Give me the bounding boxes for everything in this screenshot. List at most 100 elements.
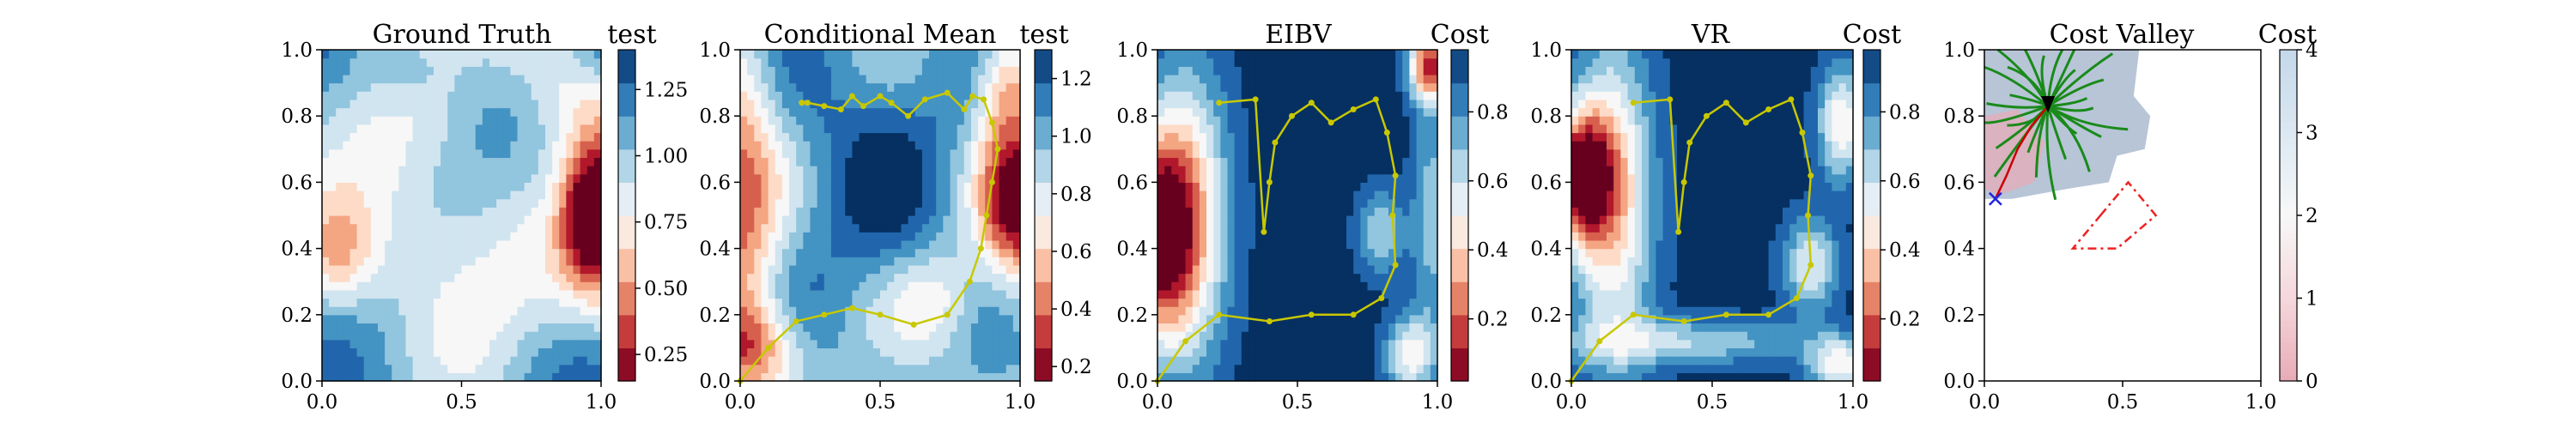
heatmap-cell xyxy=(970,198,979,208)
heatmap-cell xyxy=(1269,190,1278,200)
heatmap-cell xyxy=(566,82,574,92)
heatmap-cell xyxy=(349,198,358,208)
heatmap-cell xyxy=(440,91,448,100)
heatmap-cell xyxy=(510,173,519,183)
heatmap-cell xyxy=(336,173,343,183)
heatmap-cell xyxy=(545,124,553,134)
heatmap-cell xyxy=(1164,281,1172,291)
heatmap-cell xyxy=(1395,182,1403,191)
heatmap-cell xyxy=(1325,273,1334,282)
heatmap-cell xyxy=(1213,116,1221,125)
heatmap-cell xyxy=(957,132,965,142)
heatmap-cell xyxy=(1283,157,1291,166)
heatmap-cell xyxy=(845,107,853,117)
heatmap-cell xyxy=(434,107,441,117)
heatmap-cell xyxy=(322,57,330,67)
heatmap-cell xyxy=(781,50,790,59)
heatmap-cell xyxy=(566,198,574,208)
path-waypoint xyxy=(765,344,772,351)
heatmap-cell xyxy=(761,289,769,299)
heatmap-cell xyxy=(803,364,811,373)
heatmap-cell xyxy=(524,331,532,341)
heatmap-cell xyxy=(586,264,595,275)
y-tick-label: 0.8 xyxy=(281,106,313,128)
heatmap-cell xyxy=(370,323,379,332)
heatmap-cell xyxy=(1269,331,1278,341)
heatmap-cell xyxy=(768,82,776,92)
heatmap-cell xyxy=(1318,273,1327,282)
heatmap-cell xyxy=(1269,198,1278,208)
heatmap-cell xyxy=(747,372,755,382)
heatmap-cell xyxy=(789,82,797,92)
heatmap-cell xyxy=(740,331,748,341)
heatmap-cell xyxy=(322,298,330,307)
heatmap-cell xyxy=(921,166,930,175)
heatmap-cell xyxy=(789,215,797,225)
heatmap-cell xyxy=(1374,166,1382,175)
heatmap-cell xyxy=(1248,99,1256,109)
heatmap-cell xyxy=(823,248,832,257)
heatmap-cell xyxy=(1262,173,1270,183)
heatmap-cell xyxy=(1241,298,1249,307)
heatmap-cell xyxy=(1360,116,1369,125)
heatmap-cell xyxy=(872,257,881,266)
heatmap-cell xyxy=(329,281,337,291)
heatmap-cell xyxy=(992,331,1000,341)
heatmap-cell xyxy=(866,57,874,67)
heatmap-cell xyxy=(887,347,895,357)
heatmap-cell xyxy=(914,364,923,373)
heatmap-cell xyxy=(1395,198,1403,208)
heatmap-cell xyxy=(1360,132,1369,142)
heatmap-cell xyxy=(1346,339,1354,348)
heatmap-cell xyxy=(1157,50,1165,59)
heatmap-cell xyxy=(838,148,846,159)
heatmap-cell xyxy=(545,257,553,266)
heatmap-cell xyxy=(385,99,392,109)
heatmap-cell xyxy=(894,148,902,159)
heatmap-cell xyxy=(349,148,358,159)
heatmap-cell xyxy=(803,116,811,125)
heatmap-cell xyxy=(781,298,790,307)
heatmap-cell xyxy=(1005,190,1014,200)
heatmap-cell xyxy=(1157,91,1165,100)
heatmap-cell xyxy=(566,182,574,191)
heatmap-cell xyxy=(747,207,755,216)
heatmap-cell xyxy=(768,314,776,324)
heatmap-cell xyxy=(943,331,951,341)
heatmap-cell xyxy=(936,132,944,142)
heatmap-cell xyxy=(454,91,463,100)
heatmap-cell xyxy=(482,372,490,382)
heatmap-cell xyxy=(1416,339,1425,348)
heatmap-cell xyxy=(950,50,958,59)
heatmap-cell xyxy=(1325,223,1334,233)
heatmap-cell xyxy=(517,99,526,109)
heatmap-cell xyxy=(1381,298,1389,307)
heatmap-cell xyxy=(781,306,790,316)
heatmap-cell xyxy=(803,306,811,316)
heatmap-cell xyxy=(586,207,595,216)
heatmap-cell xyxy=(468,157,477,166)
heatmap-cell xyxy=(817,82,825,92)
heatmap-cell xyxy=(496,356,504,366)
heatmap-cell xyxy=(1283,223,1291,233)
heatmap-cell xyxy=(531,257,539,266)
heatmap-cell xyxy=(447,347,455,357)
heatmap-cell xyxy=(1402,215,1410,225)
heatmap-cell xyxy=(1171,323,1180,332)
heatmap-cell xyxy=(823,50,832,59)
heatmap-cell xyxy=(370,66,379,76)
path-waypoint xyxy=(944,89,951,96)
heatmap-cell xyxy=(1374,323,1382,332)
heatmap-cell xyxy=(1213,124,1221,134)
heatmap-cell xyxy=(1416,239,1425,250)
heatmap-cell xyxy=(580,124,588,134)
colorbar-tick-label: 0.6 xyxy=(1477,171,1509,193)
heatmap-cell xyxy=(859,257,867,266)
heatmap-cell xyxy=(552,281,560,291)
heatmap-cell xyxy=(894,331,902,341)
heatmap-cell xyxy=(405,323,414,332)
heatmap-cell xyxy=(517,372,526,382)
heatmap-cell xyxy=(894,57,902,67)
heatmap-cell xyxy=(426,99,434,109)
heatmap-cell xyxy=(1374,207,1382,216)
